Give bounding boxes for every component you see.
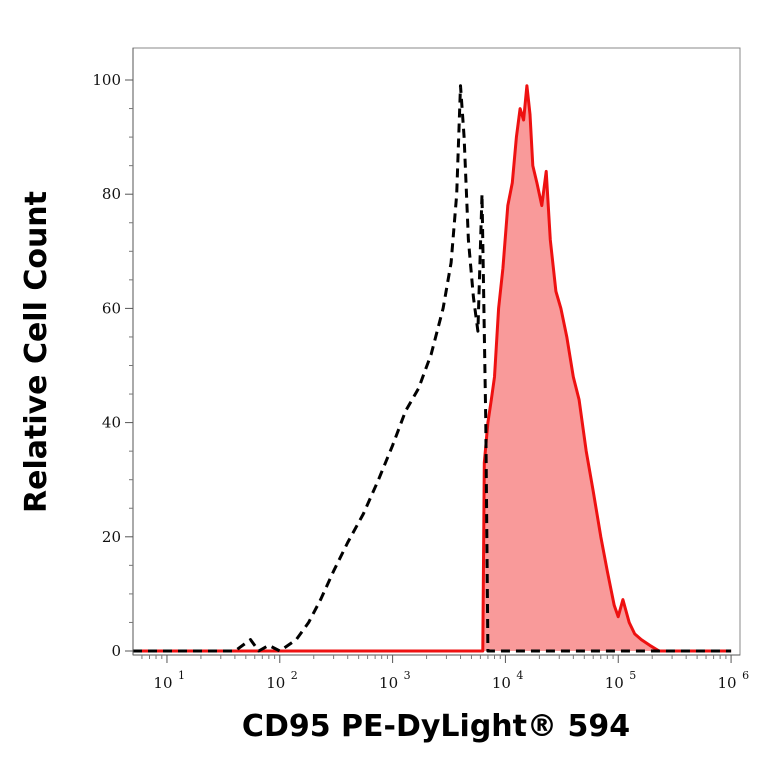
y-tick-label-5: 100 — [92, 71, 121, 89]
x-tick-label-5: 10 — [718, 674, 737, 692]
x-tick-exp-1: 2 — [291, 669, 298, 682]
y-tick-label-4: 80 — [102, 185, 121, 203]
x-tick-exp-5: 6 — [742, 669, 749, 682]
x-axis-title: CD95 PE-DyLight® 594 — [242, 709, 630, 744]
y-tick-label-3: 60 — [102, 299, 121, 317]
series-line-0 — [133, 84, 732, 653]
x-tick-exp-3: 4 — [516, 669, 523, 682]
y-tick-label-0: 0 — [111, 642, 121, 660]
x-tick-label-4: 10 — [605, 674, 624, 692]
series-line-1 — [133, 84, 732, 653]
x-tick-label-0: 10 — [153, 674, 172, 692]
x-tick-label-1: 10 — [266, 674, 285, 692]
x-tick-exp-4: 5 — [629, 669, 636, 682]
series-area-1 — [133, 85, 732, 651]
series-layer — [133, 84, 732, 653]
y-tick-label-1: 20 — [102, 528, 121, 546]
plot-frame — [132, 47, 741, 656]
y-axis-title: Relative Cell Count — [19, 191, 54, 513]
x-tick-label-3: 10 — [492, 674, 511, 692]
x-tick-exp-0: 1 — [178, 669, 185, 682]
y-tick-label-2: 40 — [102, 414, 121, 432]
axes-layer — [125, 48, 740, 663]
x-tick-label-2: 10 — [379, 674, 398, 692]
x-tick-exp-2: 3 — [404, 669, 411, 682]
